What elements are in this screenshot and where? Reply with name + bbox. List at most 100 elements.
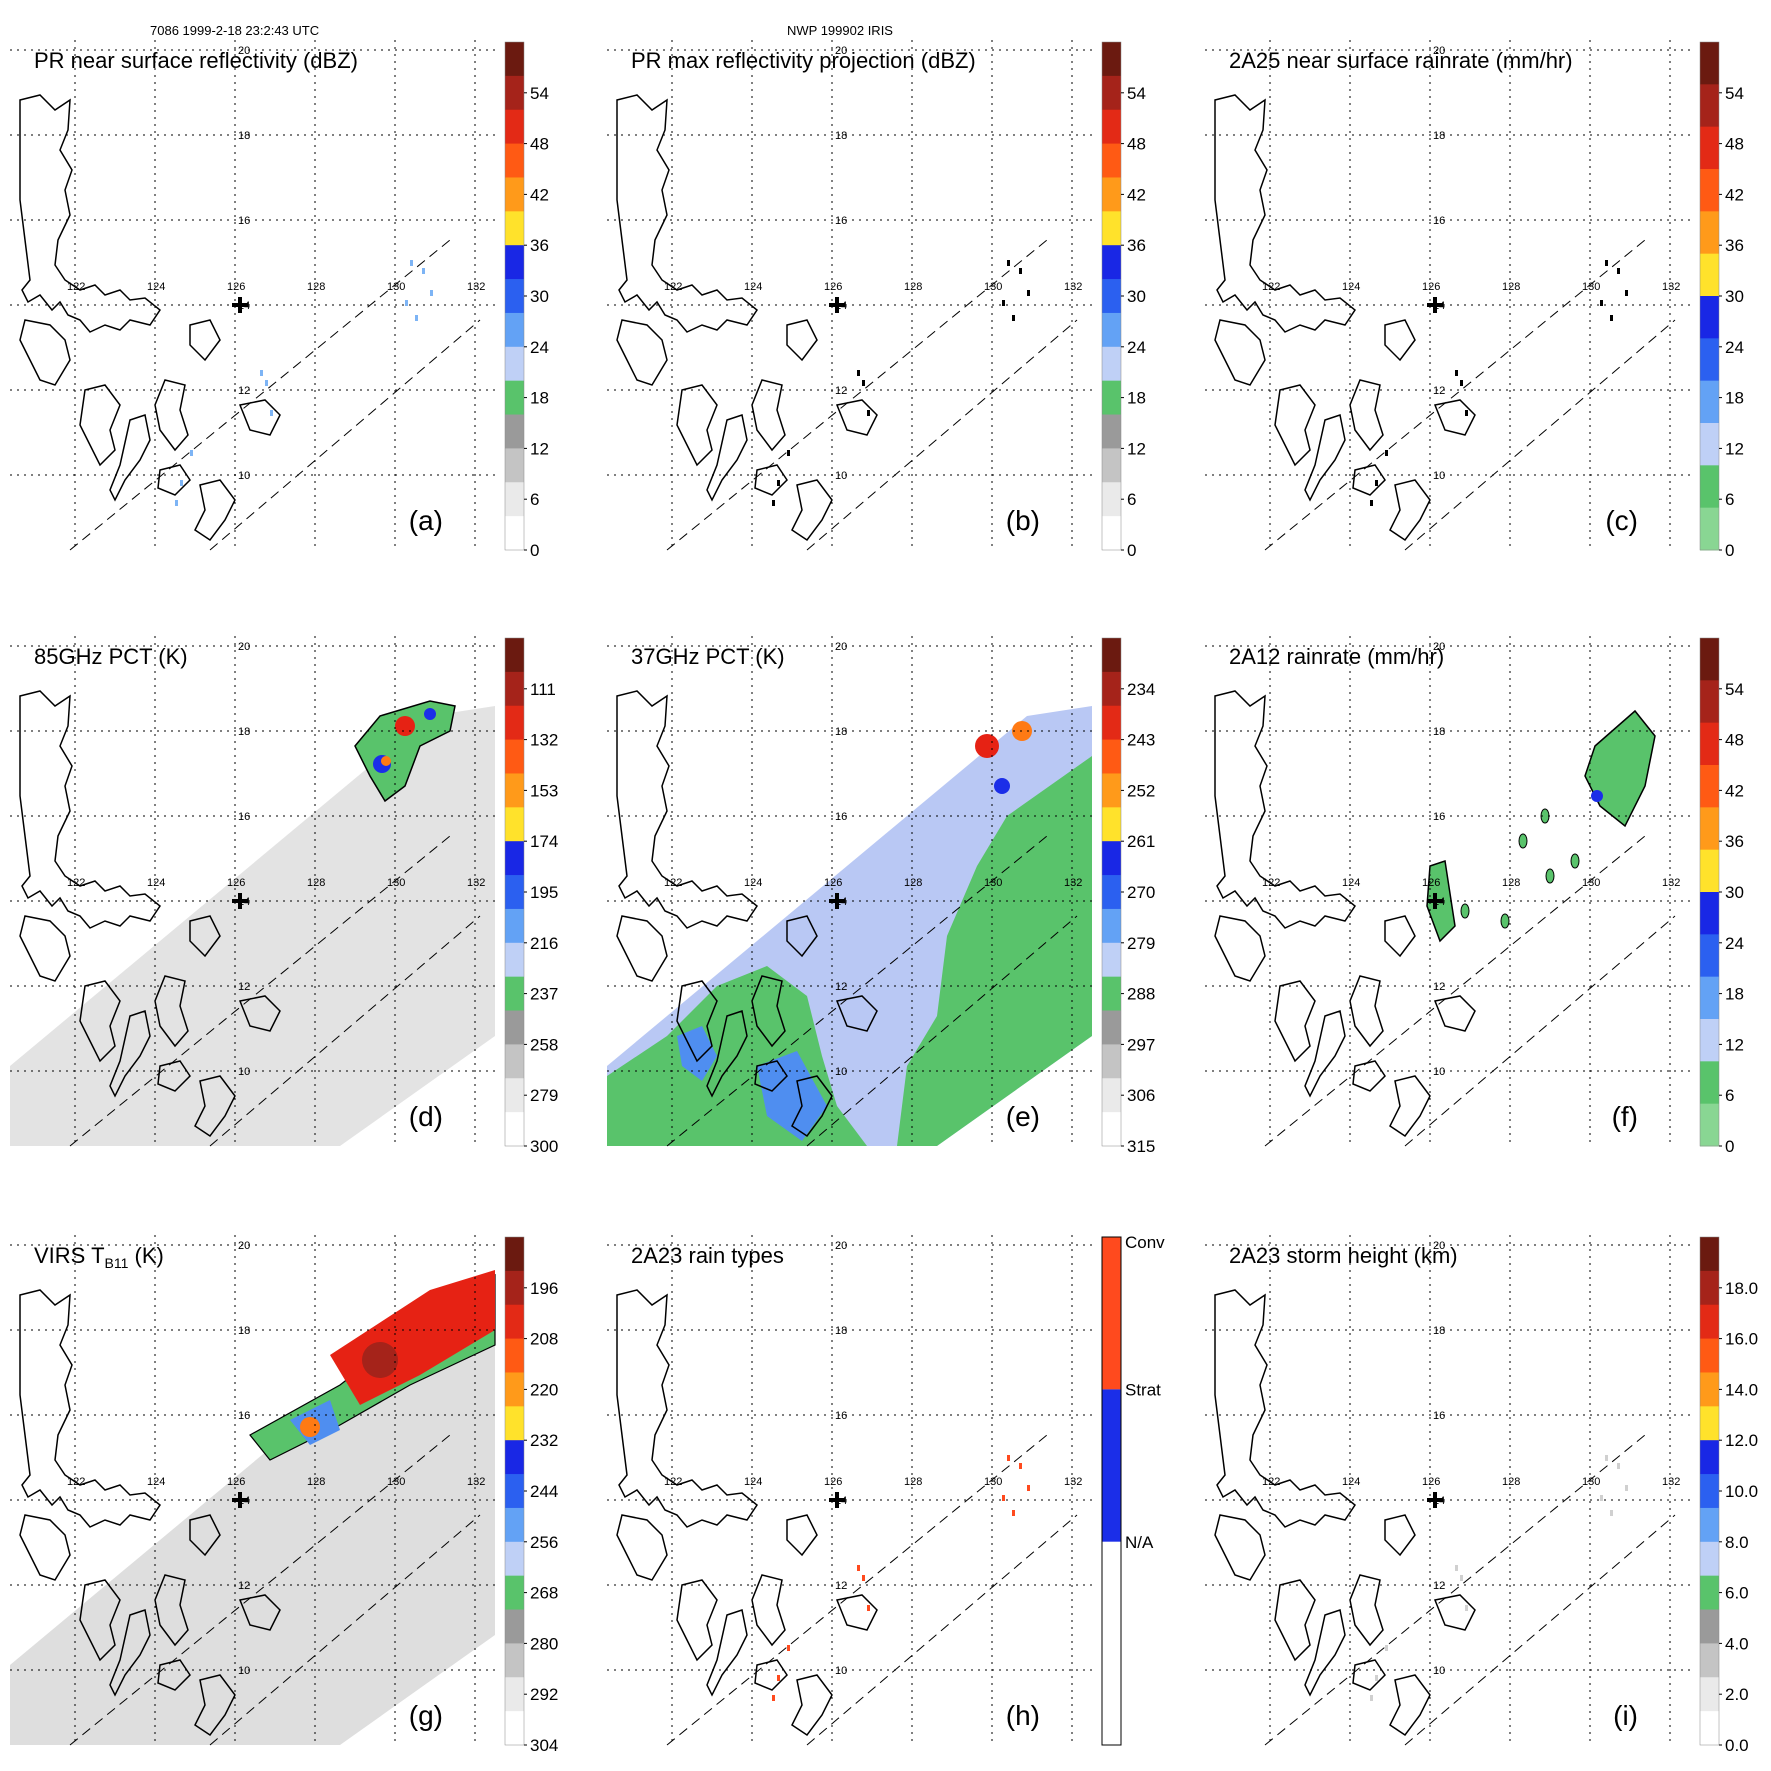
colorbar-tick-label: 288 xyxy=(1127,985,1155,1004)
colorbar-segment xyxy=(1102,841,1121,876)
colorbar-segment xyxy=(1102,414,1121,449)
lon-label: 130 xyxy=(984,1476,1002,1488)
colorbar-tick-label: 54 xyxy=(530,84,549,103)
lon-label: 130 xyxy=(984,877,1002,889)
colorbar-segment xyxy=(505,1677,524,1712)
colorbar-segment xyxy=(505,177,524,212)
radar-echoes xyxy=(772,1455,1030,1701)
colorbar-segment xyxy=(505,739,524,774)
colorbar-tick-label: 256 xyxy=(530,1533,558,1552)
colorbar-segment xyxy=(505,312,524,348)
colorbar-segment xyxy=(1102,773,1121,808)
colorbar-tick-label: 10.0 xyxy=(1725,1482,1758,1501)
colorbar: 234 243 252 261 270 279 288 297 306 315 xyxy=(1101,637,1155,1156)
lat-label: 20 xyxy=(835,1240,847,1252)
lon-label: 132 xyxy=(1662,1476,1680,1488)
colorbar-segment xyxy=(1700,1304,1719,1340)
colorbar-tick-label: 12.0 xyxy=(1725,1431,1758,1450)
colorbar-segment xyxy=(1102,245,1121,280)
colorbar-segment xyxy=(505,1112,524,1147)
lon-label: 122 xyxy=(67,281,85,293)
colorbar-segment xyxy=(1102,380,1121,416)
panel-title: 37GHz PCT (K) xyxy=(631,644,785,669)
lat-label: 16 xyxy=(835,215,847,227)
colorbar-tick-label: 12 xyxy=(1725,1035,1744,1054)
lon-label: 128 xyxy=(904,1476,922,1488)
colorbar-segment xyxy=(1700,1711,1719,1746)
radar-site-marker xyxy=(829,297,845,313)
lat-lon-grid xyxy=(1205,1235,1690,1745)
colorbar-tick-label: 2.0 xyxy=(1725,1685,1749,1704)
colorbar-segment xyxy=(1700,211,1719,255)
colorbar-tick-label: 12 xyxy=(1127,439,1146,458)
colorbar-segment xyxy=(505,448,524,483)
colorbar-segment xyxy=(505,638,524,673)
colorbar-segment xyxy=(505,516,524,551)
colorbar-tick-label: 6 xyxy=(530,490,539,509)
lon-label: 122 xyxy=(1262,281,1280,293)
lat-label: 10 xyxy=(238,470,250,482)
colorbar-tick-label: 30 xyxy=(1127,287,1146,306)
colorbar-tick-label: 18.0 xyxy=(1725,1279,1758,1298)
colorbar-tick-label: 252 xyxy=(1127,781,1155,800)
lon-label: 130 xyxy=(387,877,405,889)
colorbar-tick-label: 153 xyxy=(530,781,558,800)
colorbar-tick-label: 279 xyxy=(1127,934,1155,953)
lat-lon-grid xyxy=(10,1235,495,1745)
colorbar-tick-label: 30 xyxy=(1725,883,1744,902)
lon-label: 122 xyxy=(1262,877,1280,889)
radar-site-marker xyxy=(1427,893,1443,909)
colorbar: 111 132 153 174 195 216 237 258 279 300 xyxy=(504,637,558,1156)
storm-cells xyxy=(249,1270,496,1461)
lon-label: 122 xyxy=(664,1476,682,1488)
colorbar-tick-label: 18 xyxy=(530,389,549,408)
map-area: 201816141210122124126128130132 xyxy=(1205,40,1690,551)
lon-label: 128 xyxy=(1502,877,1520,889)
lon-label: 128 xyxy=(307,281,325,293)
radar-site-marker xyxy=(232,297,248,313)
map-panel-d: 2018161412101221241261281301321111321531… xyxy=(10,636,570,1166)
colorbar-segment xyxy=(1700,1677,1719,1712)
colorbar-tick-label: 54 xyxy=(1127,84,1146,103)
colorbar-tick-label: 6.0 xyxy=(1725,1584,1749,1603)
colorbar-tick-label: 48 xyxy=(530,135,549,154)
radar-site-marker xyxy=(1427,297,1443,313)
colorbar-segment xyxy=(1102,211,1121,246)
colorbar-segment xyxy=(1700,1643,1719,1678)
colorbar-segment xyxy=(1700,807,1719,851)
colorbar-segment xyxy=(1700,1575,1719,1611)
colorbar-segment xyxy=(1102,705,1121,741)
colorbar-segment xyxy=(1700,380,1719,424)
colorbar-segment xyxy=(1102,1112,1121,1147)
colorbar-segment xyxy=(505,1643,524,1678)
lat-label: 10 xyxy=(835,1665,847,1677)
lat-label: 16 xyxy=(835,1410,847,1422)
colorbar-tick-label: 36 xyxy=(1127,236,1146,255)
lat-label: 20 xyxy=(835,45,847,57)
colorbar-segment xyxy=(505,908,524,944)
lon-label: 122 xyxy=(664,877,682,889)
colorbar-tick-label: 36 xyxy=(1725,236,1744,255)
lat-label: 18 xyxy=(835,1325,847,1337)
colorbar-segment xyxy=(1102,177,1121,212)
lat-label: 20 xyxy=(835,641,847,653)
coastline xyxy=(1214,94,1476,542)
colorbar-segment xyxy=(1102,346,1121,382)
radar-echoes xyxy=(1370,260,1628,506)
swath-edges xyxy=(666,1434,1078,1746)
lat-label: 10 xyxy=(238,1066,250,1078)
lat-label: 10 xyxy=(238,1665,250,1677)
colorbar-segment xyxy=(505,211,524,246)
colorbar-tick-label: 292 xyxy=(530,1685,558,1704)
lat-label: 18 xyxy=(1433,1325,1445,1337)
colorbar-tick-label: 48 xyxy=(1725,731,1744,750)
colorbar-segment xyxy=(1700,1474,1719,1509)
lat-label: 20 xyxy=(1433,1240,1445,1252)
colorbar-segment xyxy=(1700,1507,1719,1543)
lon-label: 128 xyxy=(904,281,922,293)
colorbar-segment xyxy=(1102,1237,1121,1390)
lat-label: 10 xyxy=(835,470,847,482)
colorbar-segment xyxy=(1102,42,1121,77)
lon-label: 132 xyxy=(1064,281,1082,293)
colorbar-segment xyxy=(505,1474,524,1509)
